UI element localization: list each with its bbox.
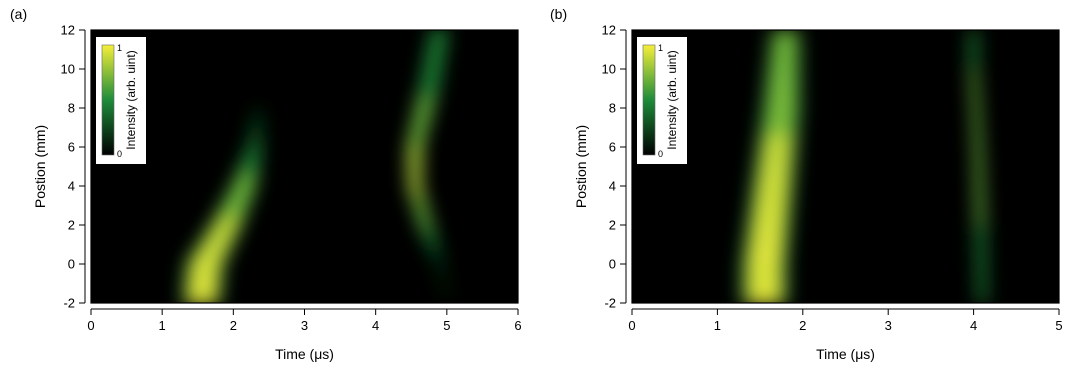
x-tick-label: 1 bbox=[714, 318, 721, 333]
plot-frame bbox=[90, 29, 519, 304]
plot-frame bbox=[631, 29, 1060, 304]
panel-b: (b) 0 1 2 3 4 5 -2 0 2 4 6 8 10 12 Time (μs) Postion (m… bbox=[540, 0, 1077, 372]
x-tick-label: 2 bbox=[230, 318, 237, 333]
colorbar-min-label: 0 bbox=[658, 149, 663, 159]
heatmap-feature-1 bbox=[181, 107, 262, 303]
y-tick-label: 6 bbox=[609, 140, 616, 155]
x-tick-label: 0 bbox=[87, 318, 94, 333]
plot-area bbox=[632, 30, 1059, 303]
y-tick-label: 0 bbox=[609, 257, 616, 272]
colorbar-min-label: 0 bbox=[117, 149, 122, 159]
colorbar-max-label: 1 bbox=[658, 43, 663, 53]
x-axis-label: Time (μs) bbox=[816, 346, 875, 362]
y-tick-label: 4 bbox=[609, 179, 616, 194]
heatmap-feature-1 bbox=[740, 30, 801, 303]
x-tick-label: 2 bbox=[799, 318, 806, 333]
colorbar-gradient bbox=[101, 44, 115, 156]
y-tick-label: 0 bbox=[68, 257, 75, 272]
colorbar-label: Intensity (arb. uint) bbox=[124, 50, 138, 149]
y-axis-label: Postion (mm) bbox=[32, 125, 48, 208]
x-tick-label: 4 bbox=[970, 318, 977, 333]
y-tick-label: 12 bbox=[602, 23, 616, 38]
x-tick-label: 3 bbox=[301, 318, 308, 333]
x-tick-label: 4 bbox=[372, 318, 379, 333]
panel-a: (a) 0 1 2 3 4 5 6 -2 0 2 4 6 8 10 12 Time (μs) Postion (… bbox=[10, 6, 522, 363]
y-axis-label: Postion (mm) bbox=[573, 125, 589, 208]
y-tick-label: 2 bbox=[68, 218, 75, 233]
colorbar-gradient bbox=[642, 44, 656, 156]
x-tick-label: 6 bbox=[514, 318, 521, 333]
panel-label-b: (b) bbox=[550, 6, 568, 22]
y-tick-label: 4 bbox=[68, 179, 75, 194]
y-tick-label: 2 bbox=[609, 218, 616, 233]
plot-area bbox=[91, 30, 518, 303]
y-tick-label: 10 bbox=[61, 62, 75, 77]
y-tick-label: 8 bbox=[609, 101, 616, 116]
x-tick-label: 3 bbox=[885, 318, 892, 333]
x-tick-label: 5 bbox=[443, 318, 450, 333]
x-axis-label: Time (μs) bbox=[275, 346, 334, 362]
y-tick-label: 10 bbox=[602, 62, 616, 77]
colorbar-max-label: 1 bbox=[117, 43, 122, 53]
y-tick-label: 6 bbox=[68, 140, 75, 155]
x-tick-label: 1 bbox=[159, 318, 166, 333]
y-tick-label: 8 bbox=[68, 101, 75, 116]
x-tick-label: 5 bbox=[1055, 318, 1062, 333]
heatmap-feature-2 bbox=[406, 30, 450, 299]
x-tick-label: 0 bbox=[628, 318, 635, 333]
y-tick-label: -2 bbox=[604, 296, 616, 311]
y-tick-label: 12 bbox=[61, 23, 75, 38]
y-tick-label: -2 bbox=[63, 296, 75, 311]
heatmap-feature-2 bbox=[969, 30, 988, 303]
panel-label-a: (a) bbox=[10, 6, 28, 22]
colorbar-label: Intensity (arb. uint) bbox=[665, 50, 679, 149]
